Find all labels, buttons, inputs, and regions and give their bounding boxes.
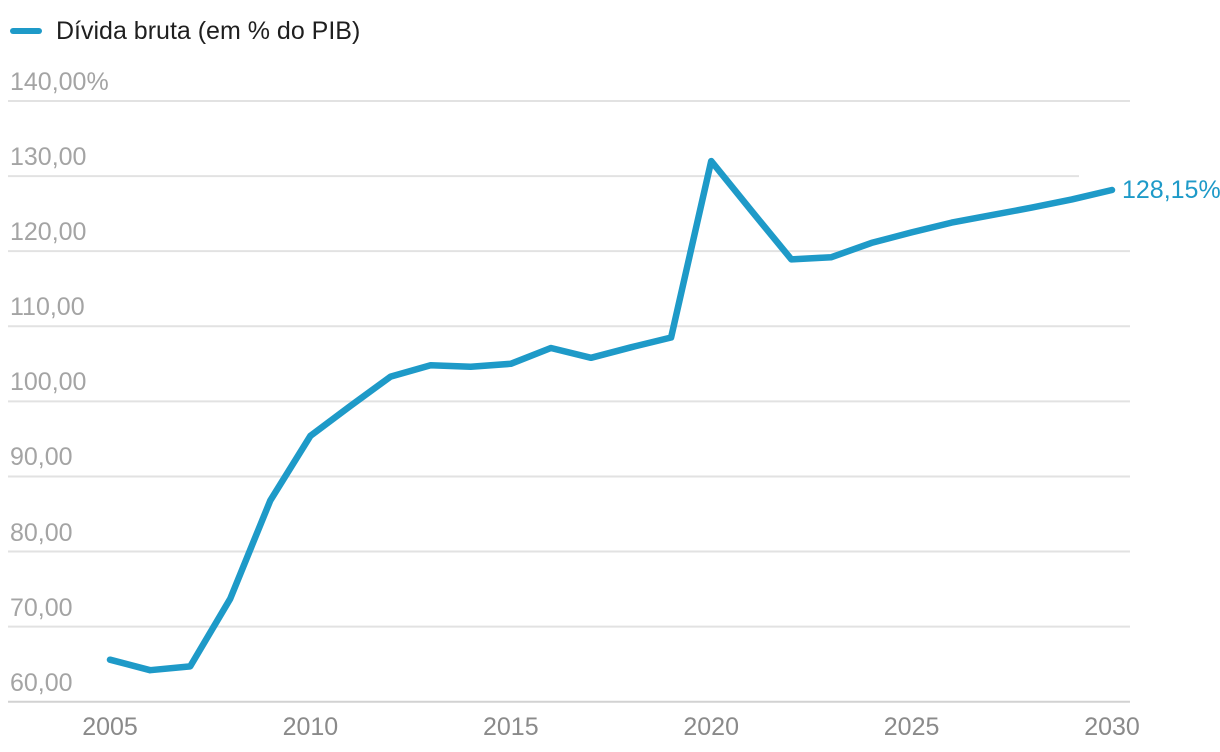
debt-series-line: [106, 157, 1116, 674]
y-axis-tick-label: 80,00: [10, 518, 73, 547]
x-axis-tick-label: 2020: [683, 713, 739, 741]
y-axis-tick-label: 120,00: [10, 218, 87, 247]
y-axis-tick-label: 70,00: [10, 593, 73, 622]
y-axis-tick-label: 100,00: [10, 368, 87, 397]
x-axis-tick-label: 2010: [282, 713, 339, 741]
y-axis-tick-label: 130,00: [10, 143, 87, 172]
legend-label: Dívida bruta (em % do PIB): [56, 17, 361, 45]
y-axis-tick-label: 90,00: [10, 443, 73, 472]
y-axis-tick-label: 60,00: [10, 668, 73, 697]
x-axis-tick-label: 2025: [883, 713, 940, 741]
legend-line-swatch-icon: [10, 28, 42, 34]
legend: Dívida bruta (em % do PIB): [10, 14, 360, 48]
x-axis-tick-label: 2015: [482, 713, 539, 741]
line-end-value-label: 128,15%: [1122, 175, 1220, 204]
y-axis-tick-label: 140,00%: [10, 68, 109, 96]
y-axis-tick-label: 110,00: [10, 293, 85, 322]
x-axis-tick-label: 2005: [82, 713, 138, 741]
x-axis-tick-label: 2030: [1084, 713, 1140, 741]
